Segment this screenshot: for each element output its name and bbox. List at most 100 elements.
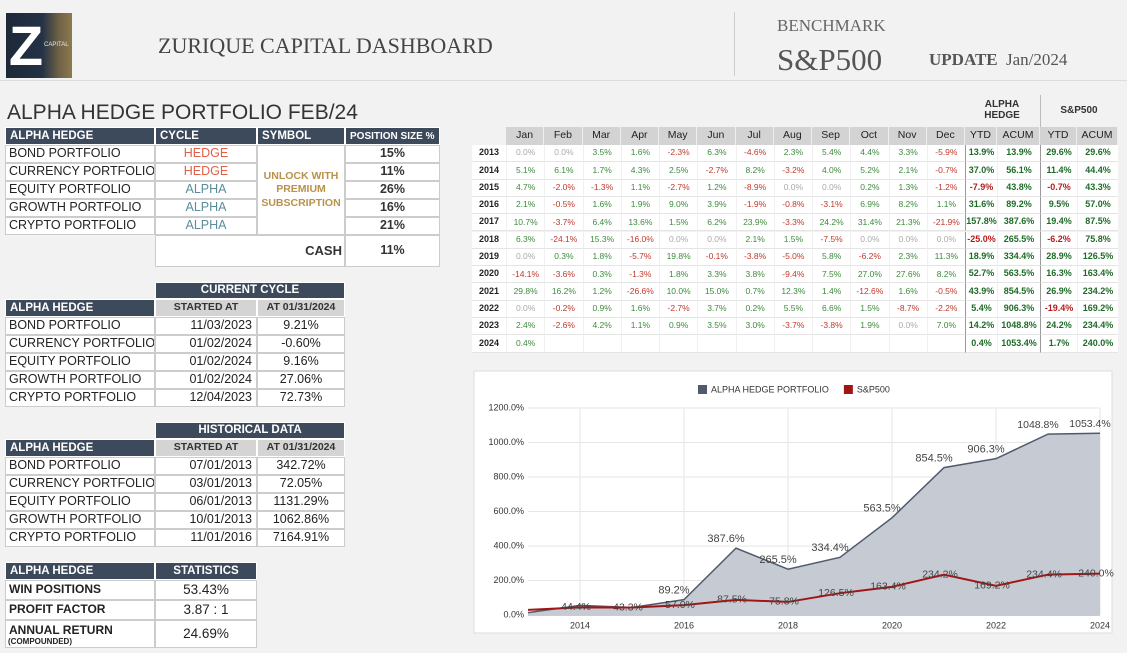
month-cell: -6.2% xyxy=(850,248,889,267)
summary-cell: 19.4% xyxy=(1040,214,1077,232)
logo: Z CAPITAL xyxy=(6,13,72,78)
month-cell: 0.0% xyxy=(506,248,545,267)
row-name: CURRENCY PORTFOLIO xyxy=(5,475,155,493)
cash-value: 11% xyxy=(345,235,440,267)
divider xyxy=(734,12,735,76)
return: 342.72% xyxy=(257,457,345,475)
summary-cell: 9.5% xyxy=(1040,196,1077,215)
month-header: Mar xyxy=(582,127,621,145)
group-header: HISTORICAL DATA xyxy=(155,422,345,439)
summary-cell: 13.9% xyxy=(997,145,1040,163)
month-cell: 0.9% xyxy=(659,318,698,336)
month-cell xyxy=(812,335,851,353)
month-cell: 8.2% xyxy=(735,162,774,180)
return: 7164.91% xyxy=(257,529,345,547)
cycle: HEDGE xyxy=(155,145,257,163)
month-header: Feb xyxy=(544,127,583,145)
month-cell: -2.6% xyxy=(544,318,583,336)
month-cell: -3.7% xyxy=(544,214,583,232)
month-header: Nov xyxy=(888,127,927,145)
column-header: CYCLE xyxy=(155,127,257,145)
start-date: 12/04/2023 xyxy=(155,389,257,407)
data-label: 169.2% xyxy=(974,580,1010,592)
stat-name: ANNUAL RETURN xyxy=(5,620,155,648)
month-cell: 29.8% xyxy=(506,283,545,301)
line xyxy=(527,572,1101,611)
column-header: AT 01/31/2024 xyxy=(257,299,345,317)
summary-cell: 1048.8% xyxy=(997,318,1040,336)
month-cell: -1.9% xyxy=(735,196,774,215)
month-cell: 0.2% xyxy=(735,300,774,318)
cycle: ALPHA xyxy=(155,217,257,235)
position-size: 26% xyxy=(345,181,440,199)
month-cell: 1.2% xyxy=(582,283,621,301)
month-cell: 0.0% xyxy=(850,231,889,249)
legend-swatch xyxy=(843,385,853,394)
month-header: Jun xyxy=(697,127,736,145)
summary-cell: 24.2% xyxy=(1040,318,1077,336)
portfolio-name: EQUITY PORTFOLIO xyxy=(5,181,155,199)
month-cell: 11.3% xyxy=(926,248,965,267)
month-cell: 2.4% xyxy=(506,318,545,336)
stat-value: 53.43% xyxy=(155,580,257,600)
month-cell: -0.5% xyxy=(544,196,583,215)
month-cell: -26.6% xyxy=(620,283,659,301)
data-label: 1053.4% xyxy=(1069,418,1110,430)
month-cell: -5.7% xyxy=(620,248,659,267)
month-cell: 1.6% xyxy=(620,300,659,318)
month-header: YTD xyxy=(1040,127,1077,145)
month-cell: 2.1% xyxy=(735,231,774,249)
month-cell: 15.3% xyxy=(582,231,621,249)
month-cell: -1.3% xyxy=(582,179,621,197)
y-tick-label: 1200.0% xyxy=(488,402,524,412)
row-name: EQUITY PORTFOLIO xyxy=(5,493,155,511)
data-label: 563.5% xyxy=(863,503,901,515)
month-cell: 3.3% xyxy=(888,145,927,163)
portfolio-name: BOND PORTFOLIO xyxy=(5,145,155,163)
group-header: CURRENT CYCLE xyxy=(155,282,345,299)
month-cell: 8.2% xyxy=(926,266,965,284)
return: 72.73% xyxy=(257,389,345,407)
month-cell: 31.4% xyxy=(850,214,889,232)
row-name: BOND PORTFOLIO xyxy=(5,457,155,475)
summary-cell: -25.0% xyxy=(965,231,997,249)
data-label: 854.5% xyxy=(915,453,953,465)
month-cell: 1.2% xyxy=(697,179,736,197)
year: 2014 xyxy=(472,162,506,180)
stat-value: 3.87 : 1 xyxy=(155,600,257,620)
row-name: GROWTH PORTFOLIO xyxy=(5,371,155,389)
summary-cell: 16.3% xyxy=(1040,266,1077,284)
month-cell: 24.2% xyxy=(812,214,851,232)
month-cell: 19.8% xyxy=(659,248,698,267)
data-label: 57.0% xyxy=(665,599,695,611)
legend-label: ALPHA HEDGE PORTFOLIO xyxy=(711,384,829,394)
month-header: ACUM xyxy=(997,127,1040,145)
month-cell: 1.8% xyxy=(582,248,621,267)
y-tick-label: 0.0% xyxy=(503,609,524,619)
y-tick-label: 400.0% xyxy=(493,540,524,550)
column-header: ALPHA HEDGE xyxy=(5,439,155,457)
summary-cell: 56.1% xyxy=(997,162,1040,180)
month-cell: 3.3% xyxy=(697,266,736,284)
summary-cell: 240.0% xyxy=(1077,335,1118,353)
month-cell: 0.3% xyxy=(582,266,621,284)
month-cell: 4.4% xyxy=(850,145,889,163)
month-cell: -5.0% xyxy=(773,248,812,267)
start-date: 01/02/2024 xyxy=(155,371,257,389)
x-tick-label: 2020 xyxy=(882,620,902,630)
y-tick-label: 800.0% xyxy=(493,471,524,481)
month-cell: -3.6% xyxy=(544,266,583,284)
position-size: 15% xyxy=(345,145,440,163)
cash-label: CASH xyxy=(155,235,345,267)
summary-cell: 52.7% xyxy=(965,266,997,284)
month-cell: 6.2% xyxy=(697,214,736,232)
return: 9.16% xyxy=(257,353,345,371)
month-cell: 6.3% xyxy=(506,231,545,249)
month-cell: 0.7% xyxy=(735,283,774,301)
logo-letter: Z xyxy=(8,13,44,77)
month-cell: 1.7% xyxy=(582,162,621,180)
month-cell xyxy=(697,335,736,353)
month-cell xyxy=(773,335,812,353)
x-tick-label: 2016 xyxy=(674,620,694,630)
column-header: STATISTICS xyxy=(155,562,257,580)
